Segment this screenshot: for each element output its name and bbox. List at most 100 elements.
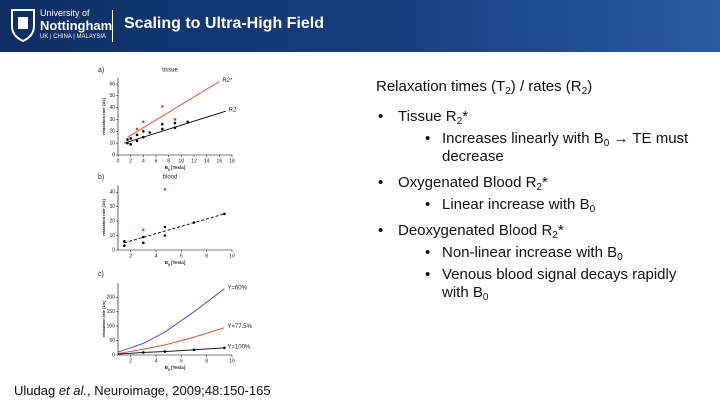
y-tick-label: 50 (109, 93, 115, 99)
x-tick-label: 18 (229, 158, 235, 164)
x-tick-label: 14 (204, 158, 210, 164)
x-tick-label: 4 (142, 158, 145, 164)
data-point (126, 138, 129, 141)
series-line (117, 288, 225, 353)
y-tick-label: 30 (109, 117, 115, 123)
data-point (223, 346, 226, 350)
bullet: • Deoxygenated Blood R2* (378, 222, 698, 242)
y-tick-label: 40 (109, 190, 115, 196)
text-part: ) (587, 78, 593, 95)
bullet-text: Non-linear increase with B0 (442, 244, 695, 263)
data-point (123, 244, 126, 247)
y-tick-label: 150 (107, 309, 116, 315)
university-name: Nottingham (40, 18, 113, 33)
data-point (129, 143, 132, 146)
data-point (129, 137, 132, 140)
subscript: 0 (589, 204, 596, 215)
bullet-dot: • (425, 130, 431, 147)
campuses: UK | CHINA | MALAYSIA (40, 34, 107, 40)
y-tick-label: 0 (112, 352, 115, 358)
subscript: 2 (581, 86, 588, 97)
y-tick-label: 40 (109, 105, 115, 111)
data-point (163, 188, 167, 191)
y-tick-label: 20 (109, 218, 115, 224)
data-point (142, 120, 145, 124)
x-tick-label: 4 (155, 358, 158, 364)
bullet-text: Tissue R2* (398, 108, 698, 127)
citation-source: , Neuroimage, 2009;48:150-165 (87, 383, 271, 398)
text-part: Linear increase with B (442, 196, 590, 213)
text-part: B (165, 260, 169, 265)
slide-title: Scaling to Ultra-High Field (124, 15, 325, 32)
x-tick-label: 2 (129, 158, 132, 164)
bullet-dot: • (378, 108, 384, 125)
y-tick-label: 50 (109, 338, 115, 344)
bullet-text: Venous blood signal decays rapidly with … (442, 266, 695, 303)
x-tick-label: 6 (180, 253, 183, 259)
x-tick-label: 4 (155, 253, 158, 259)
x-tick-label: 6 (155, 158, 158, 164)
x-tick-label: 8 (205, 253, 208, 259)
text-part: Venous blood signal decays rapidly with … (442, 266, 677, 301)
text-part: Relaxation times (T (376, 78, 506, 95)
citation-author: Uludag (14, 383, 59, 398)
subscript: 2 (505, 86, 511, 97)
text-part: Oxygenated Blood R (398, 174, 537, 191)
heading: Relaxation times (T2) / rates (R2) (376, 78, 706, 97)
x-tick-label: 10 (229, 358, 235, 364)
bullet-text: Oxygenated Blood R2* (398, 174, 698, 193)
x-tick-label: 16 (217, 158, 223, 164)
y-tick-label: 100 (107, 324, 116, 330)
y-axis-label: relaxation rate [1/s] (101, 97, 106, 134)
data-point (173, 126, 177, 130)
series-label: Y=100% (227, 344, 251, 350)
data-point (192, 348, 196, 352)
text-part: Non-linear increase with B (442, 244, 618, 261)
x-tick-label: 6 (180, 358, 183, 364)
data-point (142, 235, 145, 239)
data-point (173, 121, 177, 125)
subscript: 0 (603, 138, 610, 149)
citation-etal: et al. (58, 383, 87, 398)
y-tick-label: 200 (107, 295, 116, 301)
data-point (163, 225, 167, 229)
series-line (124, 213, 225, 244)
x-axis-label: B0 [Tesla] (165, 165, 186, 172)
data-point (142, 130, 145, 133)
text-part: B (165, 365, 169, 370)
text-part: → TE must decrease (442, 130, 689, 165)
text-part: Tissue R (398, 108, 457, 125)
x-tick-label: 2 (129, 253, 132, 259)
text-part: Increases linearly with B (442, 130, 604, 147)
data-point (161, 127, 164, 131)
data-point (126, 141, 129, 145)
university-line: University of (40, 8, 90, 18)
x-axis-label: B0 [Tesla] (165, 260, 186, 267)
citation: Uludag et al., Neuroimage, 2009;48:150-1… (14, 383, 271, 398)
data-point (163, 234, 167, 237)
data-point (123, 240, 126, 243)
subscript: 0 (168, 263, 170, 267)
panel-label: b) (98, 174, 104, 181)
data-point (142, 135, 145, 139)
panel-label: a) (98, 67, 104, 74)
bullet-text: Increases linearly with B0 → TE must dec… (442, 130, 695, 166)
y-axis-label: relaxation rate [1/s] (101, 300, 106, 337)
x-tick-label: 8 (167, 158, 170, 164)
data-point (192, 221, 196, 224)
chart: 0 2 4 6 8 10 12 14 16 18 0 10 20 30 40 50 60 a) tissue rela… (98, 67, 237, 172)
bullet: • Oxygenated Blood R2* (378, 174, 698, 194)
text-part: [Tesla] (170, 365, 186, 370)
data-point (161, 105, 164, 108)
text-part: ) / rates (R (510, 78, 582, 95)
panel-label: c) (98, 271, 104, 278)
y-tick-label: 0 (112, 152, 115, 158)
data-point (142, 351, 145, 354)
x-tick-label: 2 (129, 358, 132, 364)
text-part: Deoxygenated Blood R (398, 222, 553, 239)
text-part: * (541, 174, 548, 191)
data-point (223, 212, 226, 216)
text-part: * (557, 222, 564, 239)
subscript: 2 (456, 116, 463, 127)
